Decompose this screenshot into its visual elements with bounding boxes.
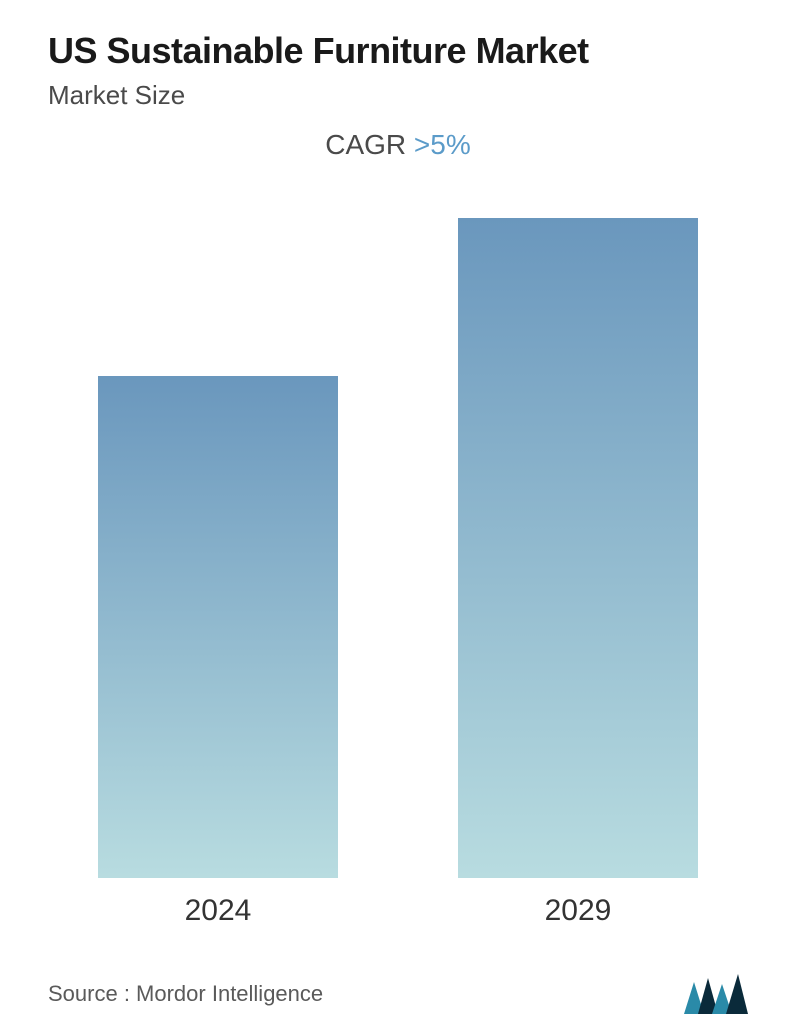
chart-container: US Sustainable Furniture Market Market S… <box>0 0 796 1034</box>
cagr-line: CAGR >5% <box>48 129 748 161</box>
bar-0 <box>98 376 338 878</box>
bar-label-0: 2024 <box>185 894 252 928</box>
cagr-label: CAGR <box>325 129 406 160</box>
chart-title: US Sustainable Furniture Market <box>48 30 748 72</box>
chart-subtitle: Market Size <box>48 80 748 111</box>
mordor-logo-icon <box>684 974 748 1014</box>
source-text: Source : Mordor Intelligence <box>48 981 323 1007</box>
bar-wrap-1: 2029 <box>458 201 698 928</box>
footer: Source : Mordor Intelligence <box>48 964 748 1014</box>
cagr-value: >5% <box>414 129 471 160</box>
bar-label-1: 2029 <box>545 894 612 928</box>
chart-area: 2024 2029 <box>48 201 748 928</box>
bar-1 <box>458 218 698 878</box>
bar-wrap-0: 2024 <box>98 201 338 928</box>
